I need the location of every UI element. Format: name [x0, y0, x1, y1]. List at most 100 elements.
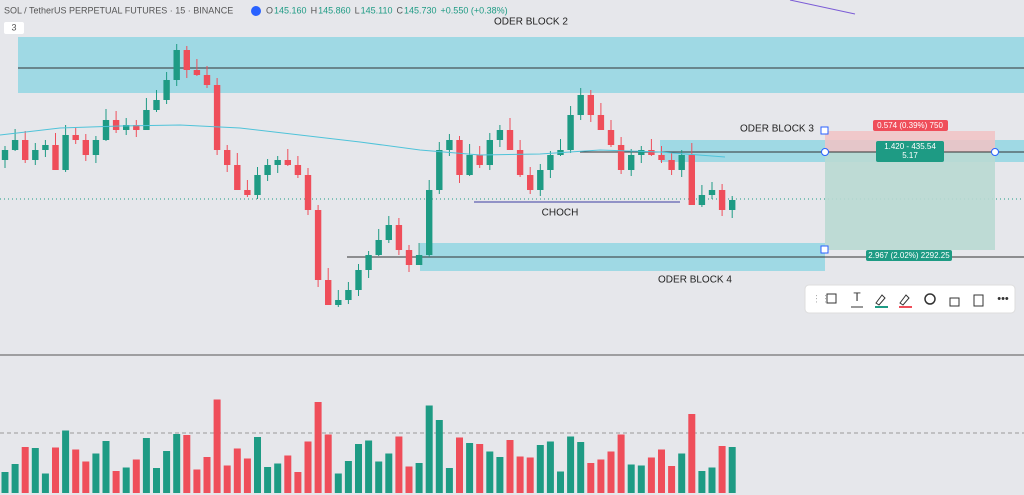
candle-body [698, 195, 706, 205]
volume-bar [395, 436, 403, 493]
candle-body [304, 175, 312, 210]
candle-body [112, 120, 120, 130]
volume-bar [102, 441, 110, 493]
candle-body [486, 140, 493, 165]
candle-body [385, 225, 392, 240]
volume-bar [41, 473, 49, 493]
candle-body [284, 160, 291, 165]
candle-body [587, 95, 594, 115]
volume-bar [496, 457, 504, 493]
candle-body [42, 145, 49, 150]
volume-bar [385, 453, 393, 493]
lock-icon[interactable] [949, 297, 960, 307]
volume-bar [506, 440, 514, 493]
volume-bar [314, 402, 322, 493]
collapse-count[interactable]: 3 [11, 22, 16, 32]
stop-tag [866, 250, 952, 261]
choch-label: CHOCH [542, 208, 579, 219]
volume-bar [183, 435, 191, 493]
volume-bar [557, 471, 564, 493]
text-tool[interactable]: T [853, 290, 861, 304]
order-block-label: ODER BLOCK 3 [740, 124, 814, 135]
volume-bar [334, 473, 342, 493]
volume-bar [627, 464, 635, 493]
volume-bar [213, 399, 221, 493]
candle-body [365, 255, 372, 270]
line-icon[interactable] [899, 294, 910, 306]
candle-body [395, 225, 403, 250]
handle[interactable] [991, 148, 999, 156]
volume-bar [708, 467, 716, 493]
volume-bar [254, 437, 261, 493]
candle-body [688, 155, 695, 205]
volume-bar [31, 448, 39, 493]
ohlc-value: 145.730 [404, 5, 437, 15]
volume-bar [52, 447, 59, 493]
candle-body [264, 165, 271, 175]
volume-bar [567, 436, 575, 493]
volume-bar [718, 446, 726, 493]
candle-body [102, 120, 110, 140]
volume-bar [466, 443, 474, 493]
candle-body [567, 115, 574, 150]
volume-bar [577, 442, 585, 493]
settings-icon[interactable] [924, 293, 936, 305]
volume-bar [21, 447, 29, 493]
candle-body [1, 150, 9, 160]
handle[interactable] [820, 245, 829, 254]
volume-bar [365, 440, 373, 493]
ohlc-key: H [311, 5, 318, 15]
volume-bar [132, 459, 140, 493]
candle-body [537, 170, 544, 190]
candle-body [32, 150, 39, 160]
candle-body [375, 240, 382, 255]
ohlc: O 145.160 H 145.860 L 145.110 C 145.730 +0.550 (… [266, 5, 508, 15]
candle-body [244, 190, 251, 195]
handle[interactable] [820, 126, 829, 135]
candle-body [52, 145, 59, 170]
volume-bar [324, 434, 332, 493]
template-icon[interactable] [826, 293, 837, 304]
candle-body [11, 140, 19, 150]
candle-body [345, 290, 352, 300]
ohlc-key: C [397, 5, 404, 15]
candle-body [648, 150, 655, 155]
collapse-button[interactable] [4, 22, 24, 34]
volume-bar [435, 420, 443, 493]
handle[interactable] [821, 148, 829, 156]
symbol: SOL / TetherUS PERPETUAL FUTURES · 15 · … [4, 5, 233, 15]
replay-icon[interactable] [251, 6, 261, 16]
candle-body [183, 50, 190, 70]
order-block-label: ODER BLOCK 2 [494, 17, 568, 28]
center-tag [876, 141, 944, 162]
candle-body [224, 150, 231, 165]
candle-body [274, 160, 281, 165]
volume-bar [445, 468, 453, 493]
volume-bar [1, 472, 9, 493]
volume-bar [728, 447, 736, 493]
volume-bar [153, 468, 160, 493]
drag-handle[interactable]: ⋮⋮ [812, 293, 830, 303]
candle-body [476, 155, 483, 165]
more-icon[interactable]: ••• [997, 293, 1009, 305]
volume-bar [92, 453, 100, 493]
candle-body [628, 155, 635, 170]
candle-body [213, 85, 221, 150]
volume-bar [476, 444, 484, 493]
volume-bar [546, 441, 554, 493]
ohlc-value: 145.110 [361, 5, 393, 15]
candle-body [718, 190, 726, 210]
candle-body [617, 145, 625, 170]
target-tag [873, 120, 948, 131]
volume-bar [355, 444, 362, 493]
candle-body [294, 165, 302, 175]
volume-bar [415, 463, 423, 493]
fill-icon[interactable] [875, 294, 886, 306]
candle-body [234, 165, 241, 190]
position-handles [820, 126, 999, 254]
delete-icon[interactable] [973, 294, 984, 307]
candle-body [153, 100, 160, 110]
candle-body [638, 150, 645, 155]
volume-bar [274, 463, 282, 493]
